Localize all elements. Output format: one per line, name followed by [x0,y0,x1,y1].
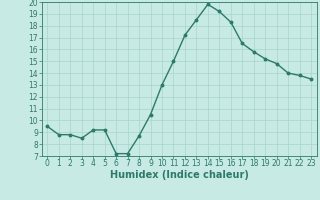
X-axis label: Humidex (Indice chaleur): Humidex (Indice chaleur) [110,170,249,180]
